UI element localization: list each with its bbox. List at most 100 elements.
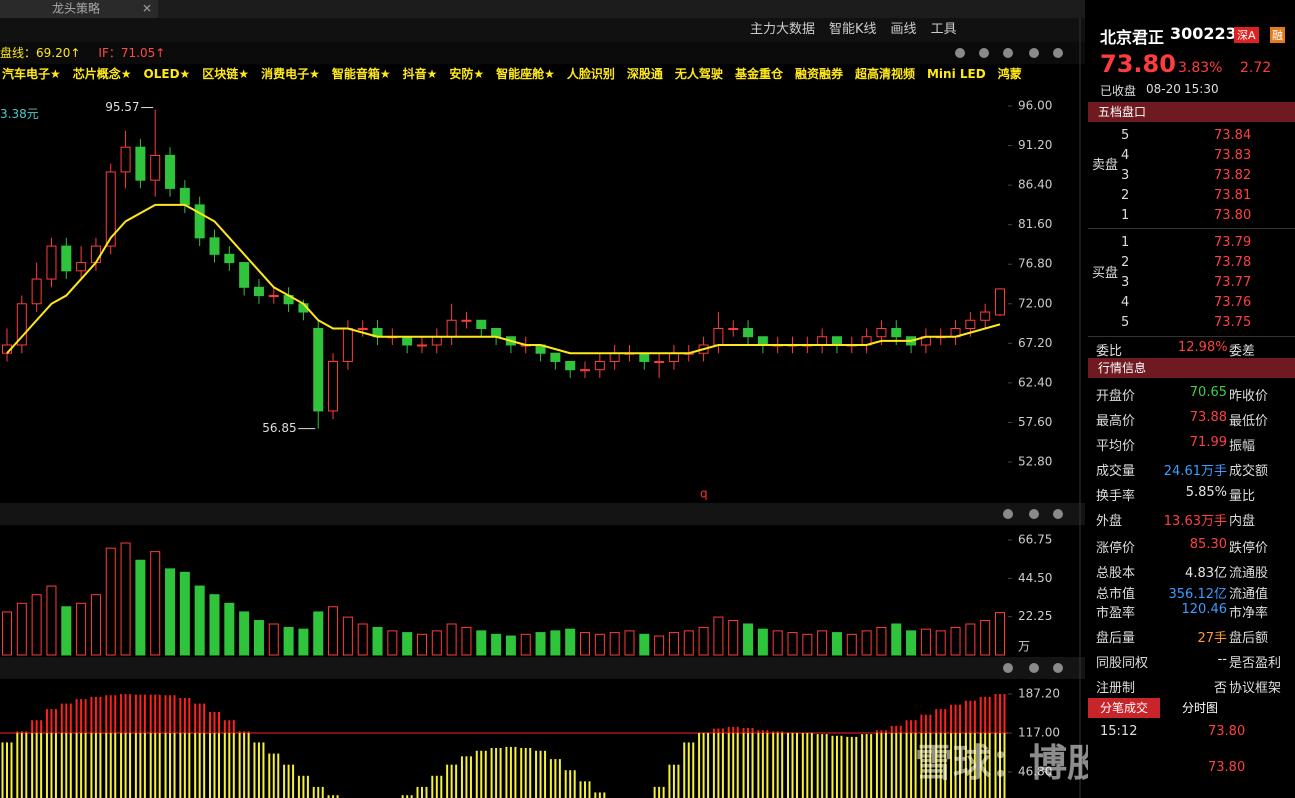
icon[interactable] bbox=[979, 48, 989, 58]
info-label: 同股同权 bbox=[1096, 656, 1149, 671]
section-header: 行情信息 bbox=[1088, 358, 1295, 378]
trade-price: 73.80 bbox=[1208, 724, 1246, 739]
info-label: 总市值 bbox=[1096, 587, 1136, 602]
change-abs: 2.72 bbox=[1240, 60, 1272, 76]
quote-panel: 北京君正 300223 深A 融 73.80 3.83% 2.72 已收盘 08-20 15:30… bbox=[1088, 18, 1295, 798]
date: 08-20 bbox=[1146, 82, 1181, 96]
volume-bar bbox=[743, 623, 754, 656]
marker: q bbox=[700, 487, 708, 501]
candle-body bbox=[179, 187, 190, 206]
volume-bar bbox=[520, 633, 531, 656]
toolbar-item[interactable]: 主力大数据 bbox=[750, 22, 816, 37]
info-label2: 流通值 bbox=[1229, 587, 1269, 602]
volume-bar bbox=[550, 630, 561, 656]
icon[interactable] bbox=[955, 48, 965, 58]
trade-tab[interactable]: 分笔成交 bbox=[1088, 698, 1160, 718]
volume-unit: 万 bbox=[1018, 640, 1030, 654]
volume-bar bbox=[654, 635, 665, 656]
candle-body bbox=[120, 146, 131, 173]
toolbar-item[interactable]: 智能K线 bbox=[829, 22, 877, 37]
y-tick-label: 72.00 bbox=[1018, 296, 1052, 310]
icon[interactable] bbox=[1029, 663, 1039, 673]
concept-tag[interactable]: 智能座舱★ bbox=[496, 67, 555, 81]
volume-bar bbox=[46, 585, 57, 656]
candle-body bbox=[565, 360, 576, 371]
concept-tag[interactable]: 消费电子★ bbox=[261, 67, 320, 81]
volume-bar bbox=[268, 623, 279, 656]
concept-tag[interactable]: 鸿蒙 bbox=[997, 67, 1022, 81]
candle-body bbox=[639, 352, 650, 362]
concept-tag[interactable]: Mini LED bbox=[926, 67, 986, 81]
candle-body bbox=[105, 171, 116, 247]
stock-code: 300223 bbox=[1170, 24, 1237, 43]
book-price: 73.77 bbox=[1214, 275, 1252, 290]
volume-bar bbox=[861, 630, 872, 656]
y-tick-label: 22.25 bbox=[1018, 609, 1052, 623]
volume-bar bbox=[831, 632, 842, 656]
trade-tab[interactable]: 分时图 bbox=[1181, 701, 1218, 715]
candle-body bbox=[402, 336, 413, 346]
y-tick-label: 52.80 bbox=[1018, 455, 1052, 469]
volume-bar bbox=[461, 626, 472, 656]
toolbar-item[interactable]: 画线 bbox=[890, 22, 917, 37]
volume-bar bbox=[935, 630, 946, 656]
volume-bar bbox=[980, 620, 991, 656]
candle-body bbox=[654, 360, 665, 363]
candle-body bbox=[431, 336, 442, 346]
tab-close[interactable]: ✕ bbox=[142, 2, 152, 16]
info-value: 71.99 bbox=[1189, 435, 1227, 450]
tab[interactable] bbox=[0, 0, 158, 18]
volume-bar bbox=[995, 612, 1005, 656]
candle-body bbox=[357, 328, 368, 330]
candle-body bbox=[313, 328, 324, 412]
concept-tag[interactable]: 深股通 bbox=[626, 67, 663, 81]
concept-tag[interactable]: OLED★ bbox=[143, 67, 191, 81]
concept-tag[interactable]: 基金重仓 bbox=[734, 67, 783, 81]
volume-bar bbox=[757, 628, 768, 656]
icon[interactable] bbox=[1053, 48, 1063, 58]
moving-average bbox=[6, 203, 1001, 355]
info-value: 85.30 bbox=[1189, 537, 1227, 552]
volume-bar bbox=[16, 602, 27, 656]
info-label2: 是否盈利 bbox=[1229, 656, 1282, 671]
concept-tag[interactable]: 安防★ bbox=[449, 67, 485, 81]
candle-body bbox=[594, 360, 605, 371]
panel-icons bbox=[955, 48, 1063, 673]
volume-bar bbox=[802, 633, 813, 656]
concept-tag[interactable]: 融资融券 bbox=[794, 67, 843, 81]
rule bbox=[1088, 336, 1295, 337]
ratio-label2: 委差 bbox=[1229, 344, 1256, 359]
tab-bar bbox=[0, 0, 1085, 18]
concept-tags: 汽车电子★ 芯片概念★ OLED★ 区块链★ 消费电子★ 智能音箱★ 抖音★ 安防★ 智能座舱★… bbox=[2, 66, 1022, 82]
volume-bar bbox=[876, 626, 887, 656]
info-value: 70.65 bbox=[1189, 385, 1227, 400]
icon[interactable] bbox=[1003, 48, 1013, 58]
icon[interactable] bbox=[1003, 509, 1013, 519]
indicator-values: 盘线：69.20↑ IF：71.05↑ bbox=[0, 45, 165, 61]
info-value: 24.61万手 bbox=[1163, 464, 1227, 479]
info-value: 120.46 bbox=[1181, 602, 1228, 617]
icon[interactable] bbox=[1029, 509, 1039, 519]
toolbar-item[interactable]: 工具 bbox=[930, 22, 957, 37]
concept-tag[interactable]: 区块链★ bbox=[202, 67, 250, 81]
info-value: 356.12亿 bbox=[1168, 587, 1228, 602]
concept-tag[interactable]: 汽车电子★ bbox=[2, 67, 61, 81]
candle-body bbox=[16, 303, 27, 346]
y-tick-label: 62.40 bbox=[1018, 375, 1052, 389]
icon[interactable] bbox=[1053, 509, 1063, 519]
concept-tag[interactable]: 无人驾驶 bbox=[674, 67, 723, 81]
icon[interactable] bbox=[1003, 663, 1013, 673]
concept-tag[interactable]: 抖音★ bbox=[402, 67, 438, 81]
concept-tag[interactable]: 芯片概念★ bbox=[72, 67, 132, 81]
info-label: 成交量 bbox=[1096, 464, 1136, 479]
margin-badge: 融 bbox=[1270, 27, 1285, 43]
concept-tag[interactable]: 超高清视频 bbox=[854, 67, 915, 81]
volume-bar bbox=[624, 630, 635, 656]
icon[interactable] bbox=[1029, 48, 1039, 58]
volume-bar bbox=[150, 551, 161, 656]
book-price: 73.83 bbox=[1214, 148, 1252, 163]
candle-body bbox=[239, 262, 250, 288]
concept-tag[interactable]: 人脸识别 bbox=[566, 67, 615, 81]
icon[interactable] bbox=[1053, 663, 1063, 673]
concept-tag[interactable]: 智能音箱★ bbox=[331, 67, 391, 81]
